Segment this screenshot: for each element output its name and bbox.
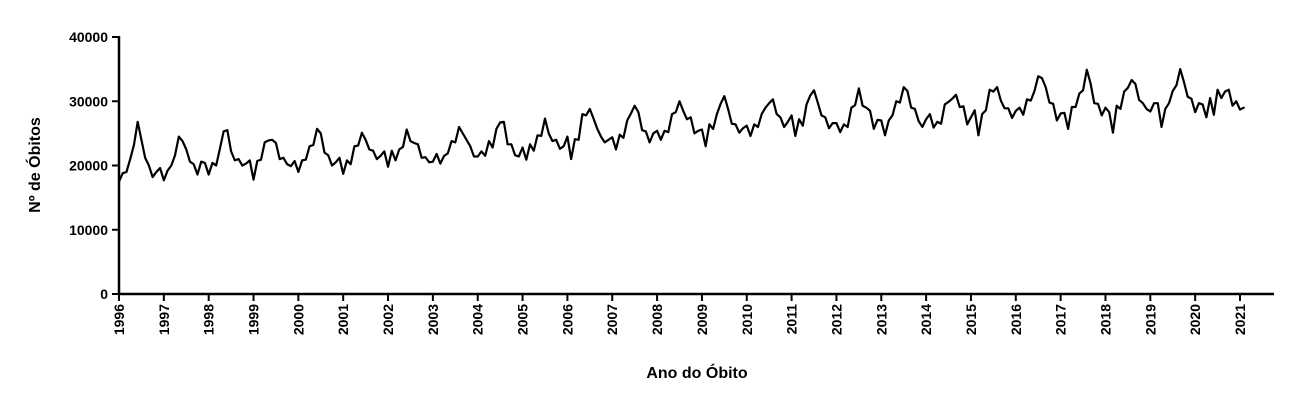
x-tick-label: 1997: [156, 304, 172, 335]
x-tick-label: 2020: [1187, 304, 1203, 335]
series-line: [117, 68, 1245, 183]
x-tick-label: 2019: [1142, 304, 1158, 335]
x-tick-label: 2005: [515, 304, 531, 335]
x-tick-label: 1998: [201, 304, 217, 335]
x-tick-label: 2017: [1053, 304, 1069, 335]
x-tick-label: 2000: [290, 304, 306, 335]
x-tick-label: 2008: [649, 304, 665, 335]
x-tick-label: 2018: [1097, 304, 1113, 335]
x-tick-label: 2011: [784, 304, 800, 335]
x-axis: 1996 1997 1998 1999 2000 2001 2002 2003 2004 2005…: [111, 292, 1274, 335]
x-tick-label: 2015: [963, 304, 979, 335]
x-tick-label: 2003: [425, 304, 441, 335]
y-axis: 0 10000 20000 30000 40000: [69, 29, 121, 302]
x-tick-label: 2006: [559, 304, 575, 335]
x-tick-label: 2010: [739, 304, 755, 335]
x-tick-label: 2009: [694, 304, 710, 335]
x-tick-label: 2014: [918, 304, 934, 335]
x-tick-label: 2013: [873, 304, 889, 335]
series-group: [117, 68, 1245, 183]
x-tick-label: 2021: [1232, 304, 1248, 335]
x-tick-label: 2004: [470, 304, 486, 335]
x-tick-label: 1999: [246, 304, 262, 335]
y-tick-label: 20000: [69, 158, 108, 174]
y-tick-label: 10000: [69, 222, 108, 238]
x-tick-label: 2007: [604, 304, 620, 335]
x-tick-label: 2001: [335, 304, 351, 335]
x-axis-title: Ano do Óbito: [646, 363, 748, 382]
y-tick-label: 30000: [69, 93, 108, 109]
x-tick-label: 1996: [111, 304, 127, 335]
y-axis-title: Nº de Óbitos: [25, 117, 44, 213]
x-tick-label: 2016: [1008, 304, 1024, 335]
y-tick-label: 40000: [69, 29, 108, 45]
x-tick-label: 2012: [828, 304, 844, 335]
x-tick-label: 2002: [380, 304, 396, 335]
y-tick-label: 0: [100, 286, 108, 302]
